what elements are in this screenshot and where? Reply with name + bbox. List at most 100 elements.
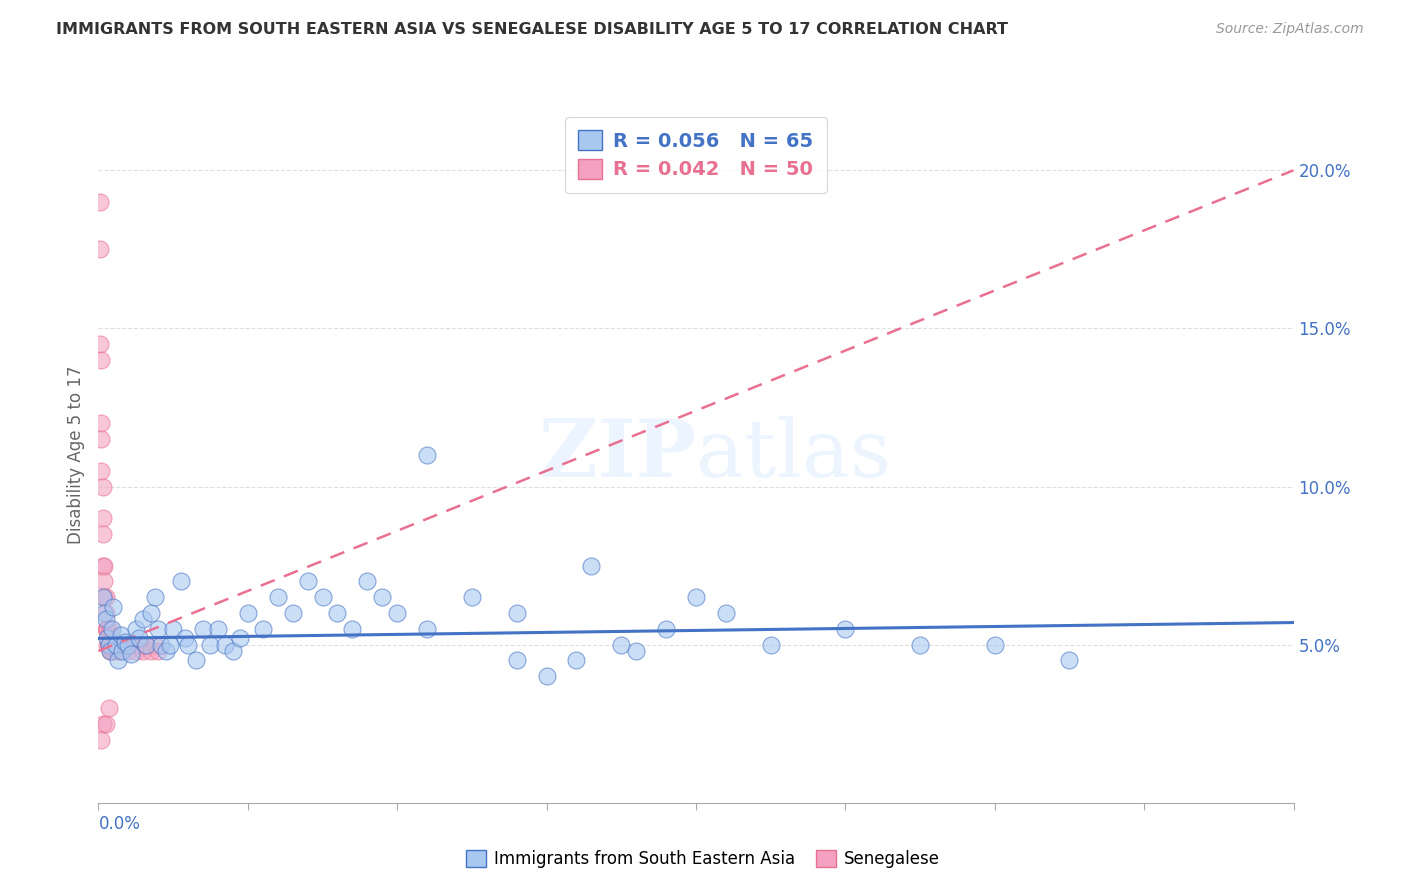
Point <box>624 644 647 658</box>
Point <box>143 638 166 652</box>
Point <box>148 622 170 636</box>
Point <box>416 622 439 636</box>
Point <box>90 464 112 478</box>
Point <box>91 716 114 731</box>
Point <box>908 638 931 652</box>
Point <box>101 638 124 652</box>
Point <box>101 644 124 658</box>
Point <box>89 194 111 209</box>
Point <box>214 638 236 652</box>
Point <box>105 638 128 652</box>
Point <box>110 628 132 642</box>
Point <box>97 638 120 652</box>
Point <box>105 644 128 658</box>
Point <box>98 622 122 636</box>
Point <box>110 638 132 652</box>
Point <box>93 591 115 605</box>
Point <box>128 632 150 646</box>
Point <box>94 612 117 626</box>
Text: 0.0%: 0.0% <box>98 815 141 833</box>
Point <box>685 591 707 605</box>
Point <box>155 644 177 658</box>
Point <box>105 638 128 652</box>
Point <box>111 638 134 652</box>
Point <box>107 653 129 667</box>
Point <box>104 638 127 652</box>
Point <box>506 653 529 667</box>
Point <box>91 479 114 493</box>
Point <box>94 591 117 605</box>
Point <box>229 632 252 646</box>
Point <box>98 644 122 658</box>
Point <box>97 638 120 652</box>
Point <box>184 653 207 667</box>
Point <box>91 591 114 605</box>
Point <box>150 638 173 652</box>
Point <box>94 622 117 636</box>
Point <box>90 732 112 747</box>
Text: Source: ZipAtlas.com: Source: ZipAtlas.com <box>1216 22 1364 37</box>
Point <box>93 574 115 589</box>
Point <box>108 644 131 658</box>
Point <box>114 634 136 648</box>
Point <box>162 622 184 636</box>
Point <box>96 638 118 652</box>
Text: ZIP: ZIP <box>538 416 696 494</box>
Point <box>94 716 117 731</box>
Point <box>342 622 364 636</box>
Point <box>98 638 122 652</box>
Point <box>96 622 118 636</box>
Y-axis label: Disability Age 5 to 17: Disability Age 5 to 17 <box>66 366 84 544</box>
Point <box>107 638 129 652</box>
Point <box>281 606 304 620</box>
Point <box>536 669 558 683</box>
Point <box>96 622 118 636</box>
Point <box>834 622 856 636</box>
Point <box>159 638 181 652</box>
Point <box>135 638 157 652</box>
Point <box>103 644 125 658</box>
Legend: R = 0.056   N = 65, R = 0.042   N = 50: R = 0.056 N = 65, R = 0.042 N = 50 <box>565 117 827 193</box>
Point <box>101 622 124 636</box>
Text: IMMIGRANTS FROM SOUTH EASTERN ASIA VS SENEGALESE DISABILITY AGE 5 TO 17 CORRELAT: IMMIGRANTS FROM SOUTH EASTERN ASIA VS SE… <box>56 22 1008 37</box>
Point <box>91 511 114 525</box>
Point <box>93 606 115 620</box>
Point <box>125 644 148 658</box>
Point <box>174 632 197 646</box>
Point <box>139 644 162 658</box>
Point <box>191 622 214 636</box>
Point <box>565 653 588 667</box>
Point <box>311 591 333 605</box>
Point <box>94 606 117 620</box>
Point <box>222 644 245 658</box>
Point <box>132 612 155 626</box>
Point <box>139 606 162 620</box>
Point <box>177 638 200 652</box>
Point <box>103 638 125 652</box>
Point <box>91 527 114 541</box>
Point <box>461 591 484 605</box>
Point <box>267 591 290 605</box>
Point <box>581 558 603 573</box>
Point <box>96 632 118 646</box>
Point <box>326 606 349 620</box>
Point <box>117 644 139 658</box>
Point <box>759 638 782 652</box>
Point <box>135 638 157 652</box>
Point <box>117 638 139 652</box>
Point <box>90 417 112 431</box>
Point <box>90 353 112 368</box>
Point <box>103 599 125 614</box>
Point <box>98 644 122 658</box>
Point <box>97 638 120 652</box>
Point <box>252 622 274 636</box>
Point <box>93 558 115 573</box>
Point <box>714 606 737 620</box>
Legend: Immigrants from South Eastern Asia, Senegalese: Immigrants from South Eastern Asia, Sene… <box>460 843 946 875</box>
Point <box>983 638 1005 652</box>
Point <box>148 644 170 658</box>
Point <box>207 622 229 636</box>
Text: atlas: atlas <box>696 416 891 494</box>
Point <box>169 574 191 589</box>
Point <box>236 606 259 620</box>
